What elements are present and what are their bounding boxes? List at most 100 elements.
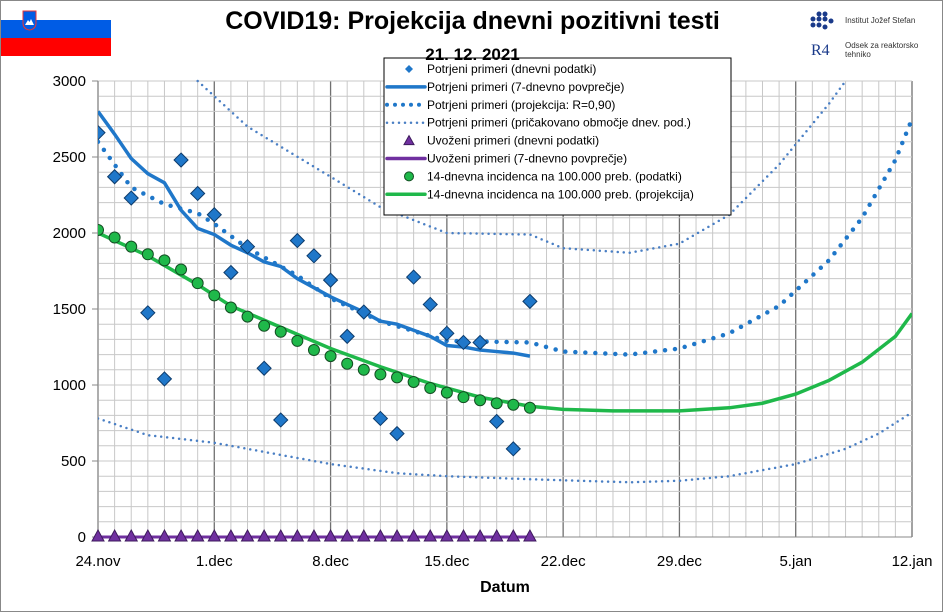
incidence-data-point bbox=[291, 334, 304, 347]
confirmed-daily-point bbox=[522, 293, 538, 310]
imported-daily-point bbox=[390, 528, 404, 542]
confirmed-daily-point bbox=[140, 305, 156, 321]
incidence-data-point bbox=[391, 371, 404, 384]
incidence-data-point bbox=[474, 394, 487, 407]
incidence-data-point bbox=[407, 375, 420, 388]
imported-daily-point bbox=[473, 528, 487, 542]
x-tick-label: 15.dec bbox=[424, 553, 470, 570]
x-tick-label: 8.dec bbox=[312, 553, 349, 570]
legend-label: Potrjeni primeri (dnevni podatki) bbox=[427, 62, 596, 76]
y-tick-label: 0 bbox=[78, 529, 86, 546]
incidence-data-point bbox=[374, 368, 387, 381]
confirmed-daily-point bbox=[223, 264, 239, 281]
plot-area bbox=[98, 79, 912, 539]
y-tick-label: 1500 bbox=[53, 301, 86, 318]
y-tick-label: 3000 bbox=[53, 73, 86, 90]
x-tick-label: 29.dec bbox=[657, 553, 703, 570]
confirmed-daily-point bbox=[488, 413, 505, 430]
expected-range-upper-line bbox=[196, 79, 847, 255]
logo-institute-text: Institut Jožef Stefan bbox=[845, 16, 916, 25]
confirmed-daily-point bbox=[98, 124, 106, 141]
confirmed-daily-point bbox=[289, 232, 306, 249]
logo-department-text: Odsek za reaktorsko tehniko bbox=[845, 41, 919, 59]
x-tick-label: 22.dec bbox=[541, 553, 587, 570]
ijs-dots-icon: R4 bbox=[810, 11, 834, 59]
projection-r090-line bbox=[98, 116, 912, 357]
confirmed-daily-point bbox=[472, 334, 488, 351]
y-tick-label: 1000 bbox=[53, 377, 86, 394]
incidence-data-point bbox=[175, 263, 188, 276]
incidence-data-point bbox=[507, 398, 520, 411]
imported-daily-point bbox=[523, 528, 537, 542]
y-tick-label: 500 bbox=[61, 453, 86, 470]
confirmed-daily-point bbox=[322, 272, 339, 288]
legend-label: Uvoženi primeri (dnevni podatki) bbox=[427, 134, 599, 148]
imported-daily-point bbox=[107, 528, 122, 542]
imported-daily-point bbox=[373, 528, 388, 542]
incidence-data-point bbox=[241, 310, 254, 323]
incidence-data-point bbox=[357, 363, 370, 376]
slovenia-flag-icon bbox=[1, 1, 111, 56]
chart-subtitle: 21. 12. 2021 bbox=[425, 45, 520, 64]
y-tick-label: 2500 bbox=[53, 149, 86, 166]
legend-label: 14-dnevna incidenca na 100.000 preb. (pr… bbox=[427, 187, 694, 201]
legend-label: Uvoženi primeri (7-dnevno povprečje) bbox=[427, 152, 627, 166]
ijs-logo: R4 Institut Jožef Stefan Odsek za reakto… bbox=[809, 7, 941, 62]
y-tick-label: 2000 bbox=[53, 225, 86, 242]
r4-logo-mark: R4 bbox=[811, 42, 830, 59]
imported-daily-point bbox=[273, 528, 288, 542]
legend-box bbox=[383, 57, 732, 216]
confirmed-daily-point bbox=[156, 371, 173, 387]
x-tick-label: 5.jan bbox=[779, 553, 812, 570]
imported-daily-point bbox=[91, 528, 105, 542]
confirmed-daily-point bbox=[306, 248, 322, 264]
incidence-data-point bbox=[141, 248, 154, 261]
incidence-data-point bbox=[258, 319, 271, 332]
legend-triangle-icon bbox=[403, 134, 415, 146]
imported-daily-point bbox=[174, 528, 188, 542]
confirmed-daily-point bbox=[339, 328, 355, 345]
incidence-data-point bbox=[440, 386, 453, 399]
imported-daily-point bbox=[489, 528, 504, 542]
confirmed-daily-point bbox=[422, 296, 438, 313]
imported-daily-point bbox=[207, 528, 222, 542]
legend-label: 14-dnevna incidenca na 100.000 preb. (po… bbox=[427, 169, 682, 183]
imported-daily-point bbox=[190, 528, 205, 542]
confirmed-daily-point bbox=[189, 185, 206, 202]
imported-daily-point bbox=[323, 528, 338, 542]
imported-daily-point bbox=[440, 528, 454, 542]
x-tick-label: 1.dec bbox=[196, 553, 233, 570]
incidence-data-point bbox=[125, 240, 138, 253]
confirmed-daily-point bbox=[239, 238, 256, 255]
legend-circle-icon bbox=[404, 171, 414, 182]
imported-daily-point bbox=[240, 528, 255, 542]
incidence-data-point bbox=[324, 350, 337, 363]
imported-daily-point bbox=[356, 528, 371, 542]
imported-daily-point bbox=[157, 528, 172, 542]
confirmed-daily-point bbox=[173, 152, 189, 168]
confirmed-daily-point bbox=[505, 441, 522, 457]
incidence-data-point bbox=[424, 382, 437, 395]
imported-daily-point bbox=[290, 528, 305, 542]
incidence-data-point bbox=[341, 357, 354, 370]
imported-daily-point bbox=[340, 528, 355, 542]
confirmed-daily-point bbox=[372, 410, 389, 427]
incidence-data-point bbox=[108, 231, 121, 244]
confirmed-7day-average-line bbox=[98, 110, 531, 358]
legend-label: Potrjeni primeri (7-dnevno povprečje) bbox=[427, 80, 624, 94]
expected-range-lower-line bbox=[98, 411, 912, 484]
x-tick-label: 24.nov bbox=[75, 553, 121, 570]
confirmed-daily-point bbox=[256, 360, 272, 376]
incidence-data-point bbox=[224, 301, 237, 314]
confirmed-daily-point bbox=[123, 190, 139, 206]
chart-title: COVID19: Projekcija dnevni pozitivni tes… bbox=[225, 7, 720, 35]
incidence-data-point bbox=[457, 391, 470, 404]
confirmed-daily-point bbox=[106, 169, 123, 185]
incidence-data-point bbox=[208, 289, 221, 302]
imported-daily-point bbox=[140, 528, 155, 542]
incidence-data-point bbox=[274, 325, 287, 338]
legend-label: Potrjeni primeri (projekcija: R=0,90) bbox=[427, 98, 615, 112]
imported-daily-point bbox=[257, 528, 271, 542]
imported-daily-point bbox=[406, 528, 421, 542]
